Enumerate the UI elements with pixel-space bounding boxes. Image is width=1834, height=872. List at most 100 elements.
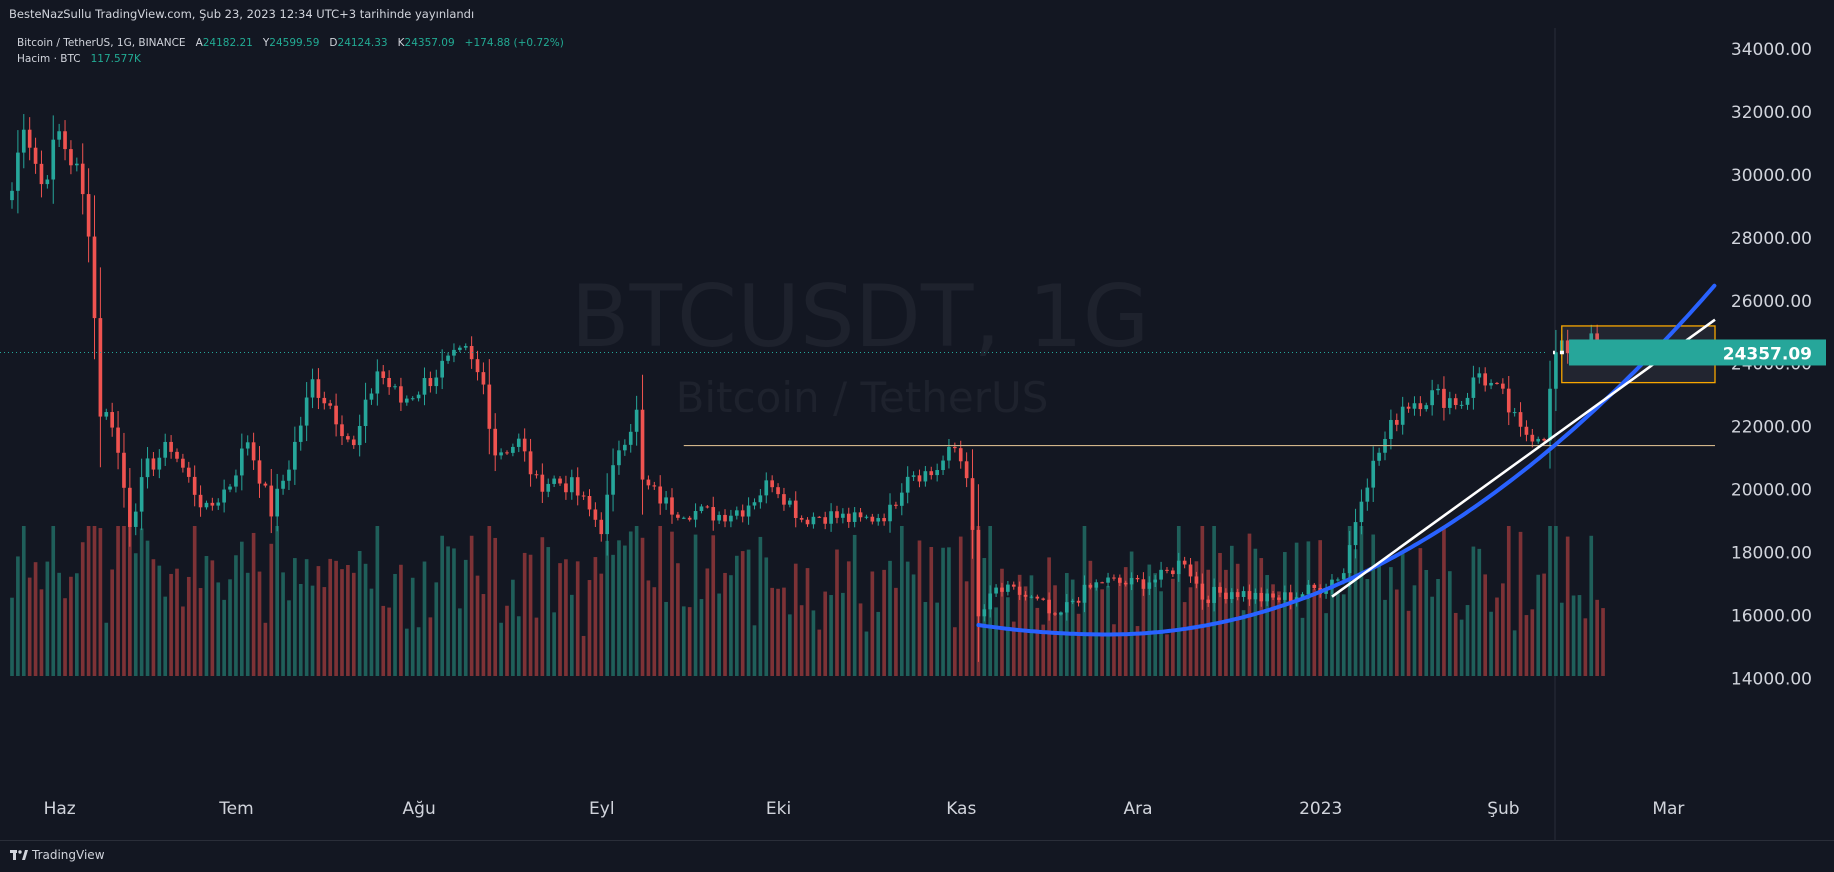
volume-bar — [1359, 526, 1364, 676]
volume-bar — [163, 596, 168, 676]
candle-body — [33, 147, 38, 164]
candle-body — [1265, 593, 1269, 602]
candle-body — [1206, 599, 1211, 603]
volume-bar — [1424, 569, 1429, 676]
candle-body — [587, 495, 592, 510]
volume-bar — [964, 581, 969, 676]
candle-body — [281, 480, 285, 489]
candle-body — [446, 355, 450, 361]
candle-body — [275, 488, 279, 517]
volume-bar — [1506, 526, 1511, 676]
candle-body — [552, 478, 556, 484]
candle-body — [1017, 586, 1022, 595]
parabolic-curve[interactable] — [976, 283, 1717, 637]
candle-body — [92, 236, 97, 319]
candle-body — [1023, 594, 1028, 597]
chart-legend: Bitcoin / TetherUS, 1G, BINANCE A24182.2… — [17, 35, 564, 67]
candle-body — [251, 442, 256, 461]
candle-body — [829, 511, 833, 524]
candle-body — [911, 475, 916, 477]
candle-body — [1501, 383, 1505, 389]
low-value: 24124.33 — [337, 37, 388, 49]
volume-bar — [817, 629, 822, 676]
volume-bar — [86, 526, 91, 676]
candle-body — [157, 457, 162, 470]
volume-bar — [446, 546, 450, 676]
candle-body — [1448, 398, 1452, 408]
candle-body — [1106, 577, 1110, 583]
volume-bar — [1029, 575, 1034, 676]
volume-bar — [181, 606, 185, 676]
volume-bar — [275, 526, 279, 676]
volume-bar — [234, 555, 238, 676]
volume-bar — [1436, 578, 1440, 676]
candle-body — [1283, 592, 1287, 600]
candle-body — [782, 494, 786, 505]
candle-body — [776, 487, 780, 495]
volume-bar — [493, 537, 498, 676]
candle-body — [717, 514, 721, 521]
volume-bar — [905, 561, 910, 676]
volume-bar — [1283, 552, 1287, 676]
candle-body — [522, 438, 527, 452]
candle-body — [1506, 388, 1511, 413]
candle-body — [133, 511, 138, 527]
candle-body — [1495, 382, 1499, 384]
candle-body — [1489, 382, 1493, 386]
volume-bar — [440, 535, 444, 676]
volume-bar — [1400, 553, 1405, 676]
trend-line[interactable] — [1331, 318, 1716, 598]
candle-body — [1011, 584, 1016, 587]
volume-bar — [941, 547, 945, 676]
candle-body — [1070, 600, 1075, 603]
volume-bar — [1259, 558, 1264, 676]
volume-bar — [634, 526, 639, 676]
volume-bar — [599, 573, 604, 676]
volume-bar — [581, 635, 586, 676]
price-chart[interactable]: BTCUSDT, 1G Bitcoin / TetherUS 34000.00 320… — [0, 28, 1834, 840]
candle-body — [10, 190, 14, 201]
volume-bar — [917, 540, 922, 676]
candle-body — [788, 500, 792, 505]
x-tick-label: Şub — [1487, 799, 1519, 819]
volume-bar — [1465, 605, 1470, 676]
volume-bar — [1324, 613, 1328, 676]
volume-bar — [69, 576, 73, 676]
candle-body — [864, 516, 869, 518]
volume-bar — [1306, 541, 1311, 676]
candle-body — [1147, 582, 1152, 589]
last-price-badge — [1569, 339, 1826, 366]
candle-body — [528, 451, 533, 475]
volume-bar — [357, 550, 362, 676]
candle-body — [947, 446, 951, 461]
volume-bar — [935, 602, 939, 676]
volume-bar — [782, 587, 786, 676]
candle-body — [387, 377, 391, 388]
volume-bar — [1394, 589, 1399, 676]
close-label: K — [397, 37, 405, 49]
y-tick-label: 18000.00 — [1731, 544, 1812, 564]
candle-body — [681, 517, 686, 519]
volume-bar — [1300, 617, 1305, 676]
candle-body — [1477, 373, 1482, 378]
candle-body — [452, 349, 456, 356]
candle-body — [1377, 452, 1381, 461]
volume-bar — [45, 561, 50, 676]
volume-bar — [858, 603, 863, 676]
y-tick-label: 28000.00 — [1731, 229, 1812, 249]
volume-bar — [746, 549, 751, 676]
volume-bar — [1147, 564, 1152, 676]
volume-bar — [346, 565, 350, 676]
volume-bar — [1536, 574, 1541, 676]
volume-bar — [776, 588, 780, 676]
volume-bar — [434, 582, 439, 676]
candle-body — [793, 500, 798, 518]
volume-bar — [245, 572, 250, 676]
volume-bar — [80, 542, 85, 676]
candle-body — [210, 502, 215, 506]
tradingview-logo[interactable]: TradingView — [10, 848, 105, 862]
volume-bar — [1176, 526, 1181, 676]
volume-bar — [540, 537, 545, 676]
volume-bar — [328, 558, 333, 676]
candle-body — [1389, 419, 1393, 439]
